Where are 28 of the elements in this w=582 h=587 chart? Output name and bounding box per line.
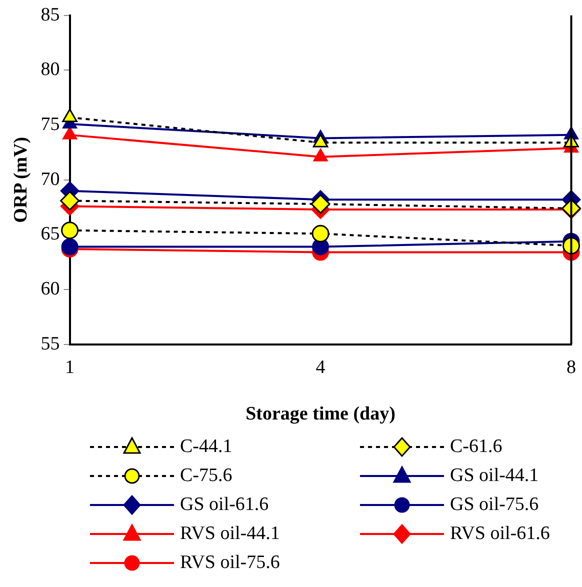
y-tick-label: 60 bbox=[40, 278, 60, 300]
point bbox=[60, 190, 80, 210]
point bbox=[312, 224, 330, 242]
x-axis-title: Storage time (day) bbox=[246, 404, 396, 425]
x-tick-label: 4 bbox=[316, 356, 326, 378]
y-tick-label: 75 bbox=[40, 114, 60, 136]
point bbox=[310, 194, 330, 214]
y-tick-label: 70 bbox=[40, 168, 60, 190]
point bbox=[61, 222, 79, 240]
legend-label: GS oil-44.1 bbox=[450, 464, 539, 486]
x-tick-label: 8 bbox=[566, 356, 576, 378]
point bbox=[62, 108, 78, 122]
point bbox=[312, 134, 328, 148]
y-tick-label: 65 bbox=[40, 224, 60, 245]
y-tick-label: 85 bbox=[40, 4, 60, 26]
legend-label: RVS oil-44.1 bbox=[180, 522, 280, 544]
legend-label: C-75.6 bbox=[180, 464, 232, 486]
legend-label: GS oil-75.6 bbox=[450, 494, 539, 516]
legend-label: RVS oil-61.6 bbox=[450, 522, 550, 544]
legend-label: RVS oil-75.6 bbox=[180, 552, 280, 574]
y-tick-label: 80 bbox=[40, 59, 60, 80]
legend-label: C-44.1 bbox=[180, 436, 232, 458]
y-axis-title: ORP (mV) bbox=[10, 136, 32, 223]
y-tick-label: 55 bbox=[40, 333, 60, 354]
point bbox=[313, 148, 328, 162]
legend-label: GS oil-61.6 bbox=[180, 494, 269, 516]
legend-label: C-61.6 bbox=[450, 436, 502, 458]
x-tick-label: 1 bbox=[65, 356, 75, 378]
